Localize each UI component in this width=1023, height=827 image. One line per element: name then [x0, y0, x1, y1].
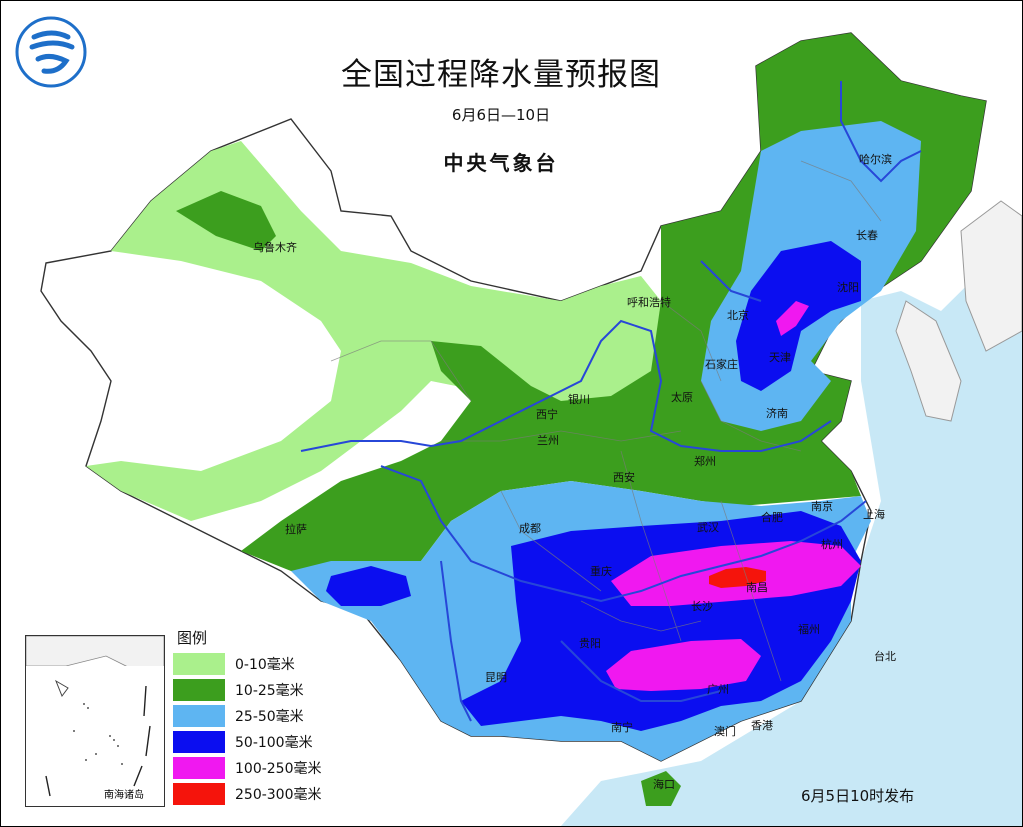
- city-label: 济南: [766, 407, 788, 420]
- city-label: 乌鲁木齐: [253, 241, 297, 254]
- city-label: 南京: [811, 500, 833, 513]
- zone-250-300: [709, 567, 766, 588]
- legend-item: 10-25毫米: [173, 677, 363, 703]
- zone-10-25: [176, 191, 276, 251]
- city-label: 呼和浩特: [627, 296, 671, 309]
- city-label: 长春: [856, 229, 878, 242]
- city-label: 长沙: [691, 600, 713, 613]
- inset-label: 南海诸岛: [104, 790, 144, 801]
- release-note: 6月5日10时发布: [801, 787, 915, 805]
- city-label: 重庆: [590, 565, 612, 578]
- rivers: [300, 81, 922, 722]
- legend-item: 100-250毫米: [173, 755, 363, 781]
- city-label: 北京: [727, 309, 749, 322]
- legend-label: 50-100毫米: [235, 735, 313, 751]
- city-label: 石家庄: [705, 358, 738, 371]
- zone-50-100: [326, 566, 411, 606]
- neighbor-land: [895, 300, 962, 422]
- zone-100-250: [776, 301, 809, 336]
- legend-swatch: [173, 653, 225, 675]
- zone-10-25: [641, 771, 681, 806]
- legend-label: 250-300毫米: [235, 787, 322, 803]
- city-label: 太原: [671, 391, 693, 404]
- city-label: 南昌: [746, 581, 768, 594]
- legend-item: 250-300毫米: [173, 781, 363, 807]
- city-label: 郑州: [694, 455, 716, 468]
- city-label: 香港: [751, 719, 773, 732]
- legend-swatch: [173, 731, 225, 753]
- legend-item: 0-10毫米: [173, 651, 363, 677]
- city-label: 西宁: [536, 408, 558, 421]
- south-china-sea-inset: 南海诸岛: [25, 635, 165, 807]
- legend-item: 50-100毫米: [173, 729, 363, 755]
- city-label: 银川: [568, 393, 590, 406]
- issuer-name: 中央气象台: [443, 151, 559, 175]
- legend-label: 10-25毫米: [235, 683, 304, 699]
- city-label: 杭州: [821, 538, 843, 551]
- legend-swatch: [173, 783, 225, 805]
- city-label: 南宁: [611, 721, 633, 734]
- legend-label: 25-50毫米: [235, 709, 304, 725]
- city-label: 广州: [707, 683, 729, 696]
- city-label: 沈阳: [837, 281, 859, 294]
- legend-title: 图例: [177, 629, 208, 647]
- city-label: 福州: [798, 623, 820, 636]
- city-label: 武汉: [697, 521, 719, 534]
- city-label: 哈尔滨: [859, 153, 892, 166]
- city-label: 上海: [863, 508, 885, 521]
- city-label: 贵阳: [579, 637, 601, 650]
- legend-swatch: [173, 757, 225, 779]
- city-label: 拉萨: [285, 523, 307, 536]
- city-label: 西安: [613, 471, 635, 484]
- legend-label: 100-250毫米: [235, 761, 322, 777]
- legend: 图例 0-10毫米 10-25毫米 25-50毫米 50-100毫米 100-250毫米…: [173, 627, 363, 807]
- legend-label: 0-10毫米: [235, 657, 295, 673]
- city-label: 昆明: [485, 671, 507, 684]
- legend-swatch: [173, 679, 225, 701]
- city-label: 台北: [874, 650, 896, 663]
- zone-100-250: [606, 639, 761, 691]
- city-label: 天津: [769, 351, 791, 364]
- city-label: 兰州: [537, 434, 559, 447]
- city-label: 合肥: [761, 511, 783, 524]
- legend-item: 25-50毫米: [173, 703, 363, 729]
- weather-bureau-logo: [15, 16, 87, 88]
- forecast-period: 6月6日—10日: [451, 106, 551, 124]
- inset-map: [25, 635, 165, 806]
- city-label: 澳门: [714, 725, 736, 738]
- map-title: 全国过程降水量预报图: [341, 57, 661, 93]
- sea-area: [561, 231, 1022, 826]
- city-label: 海口: [653, 778, 675, 791]
- city-label: 成都: [519, 522, 541, 535]
- legend-swatch: [173, 705, 225, 727]
- neighbor-land: [960, 200, 1022, 352]
